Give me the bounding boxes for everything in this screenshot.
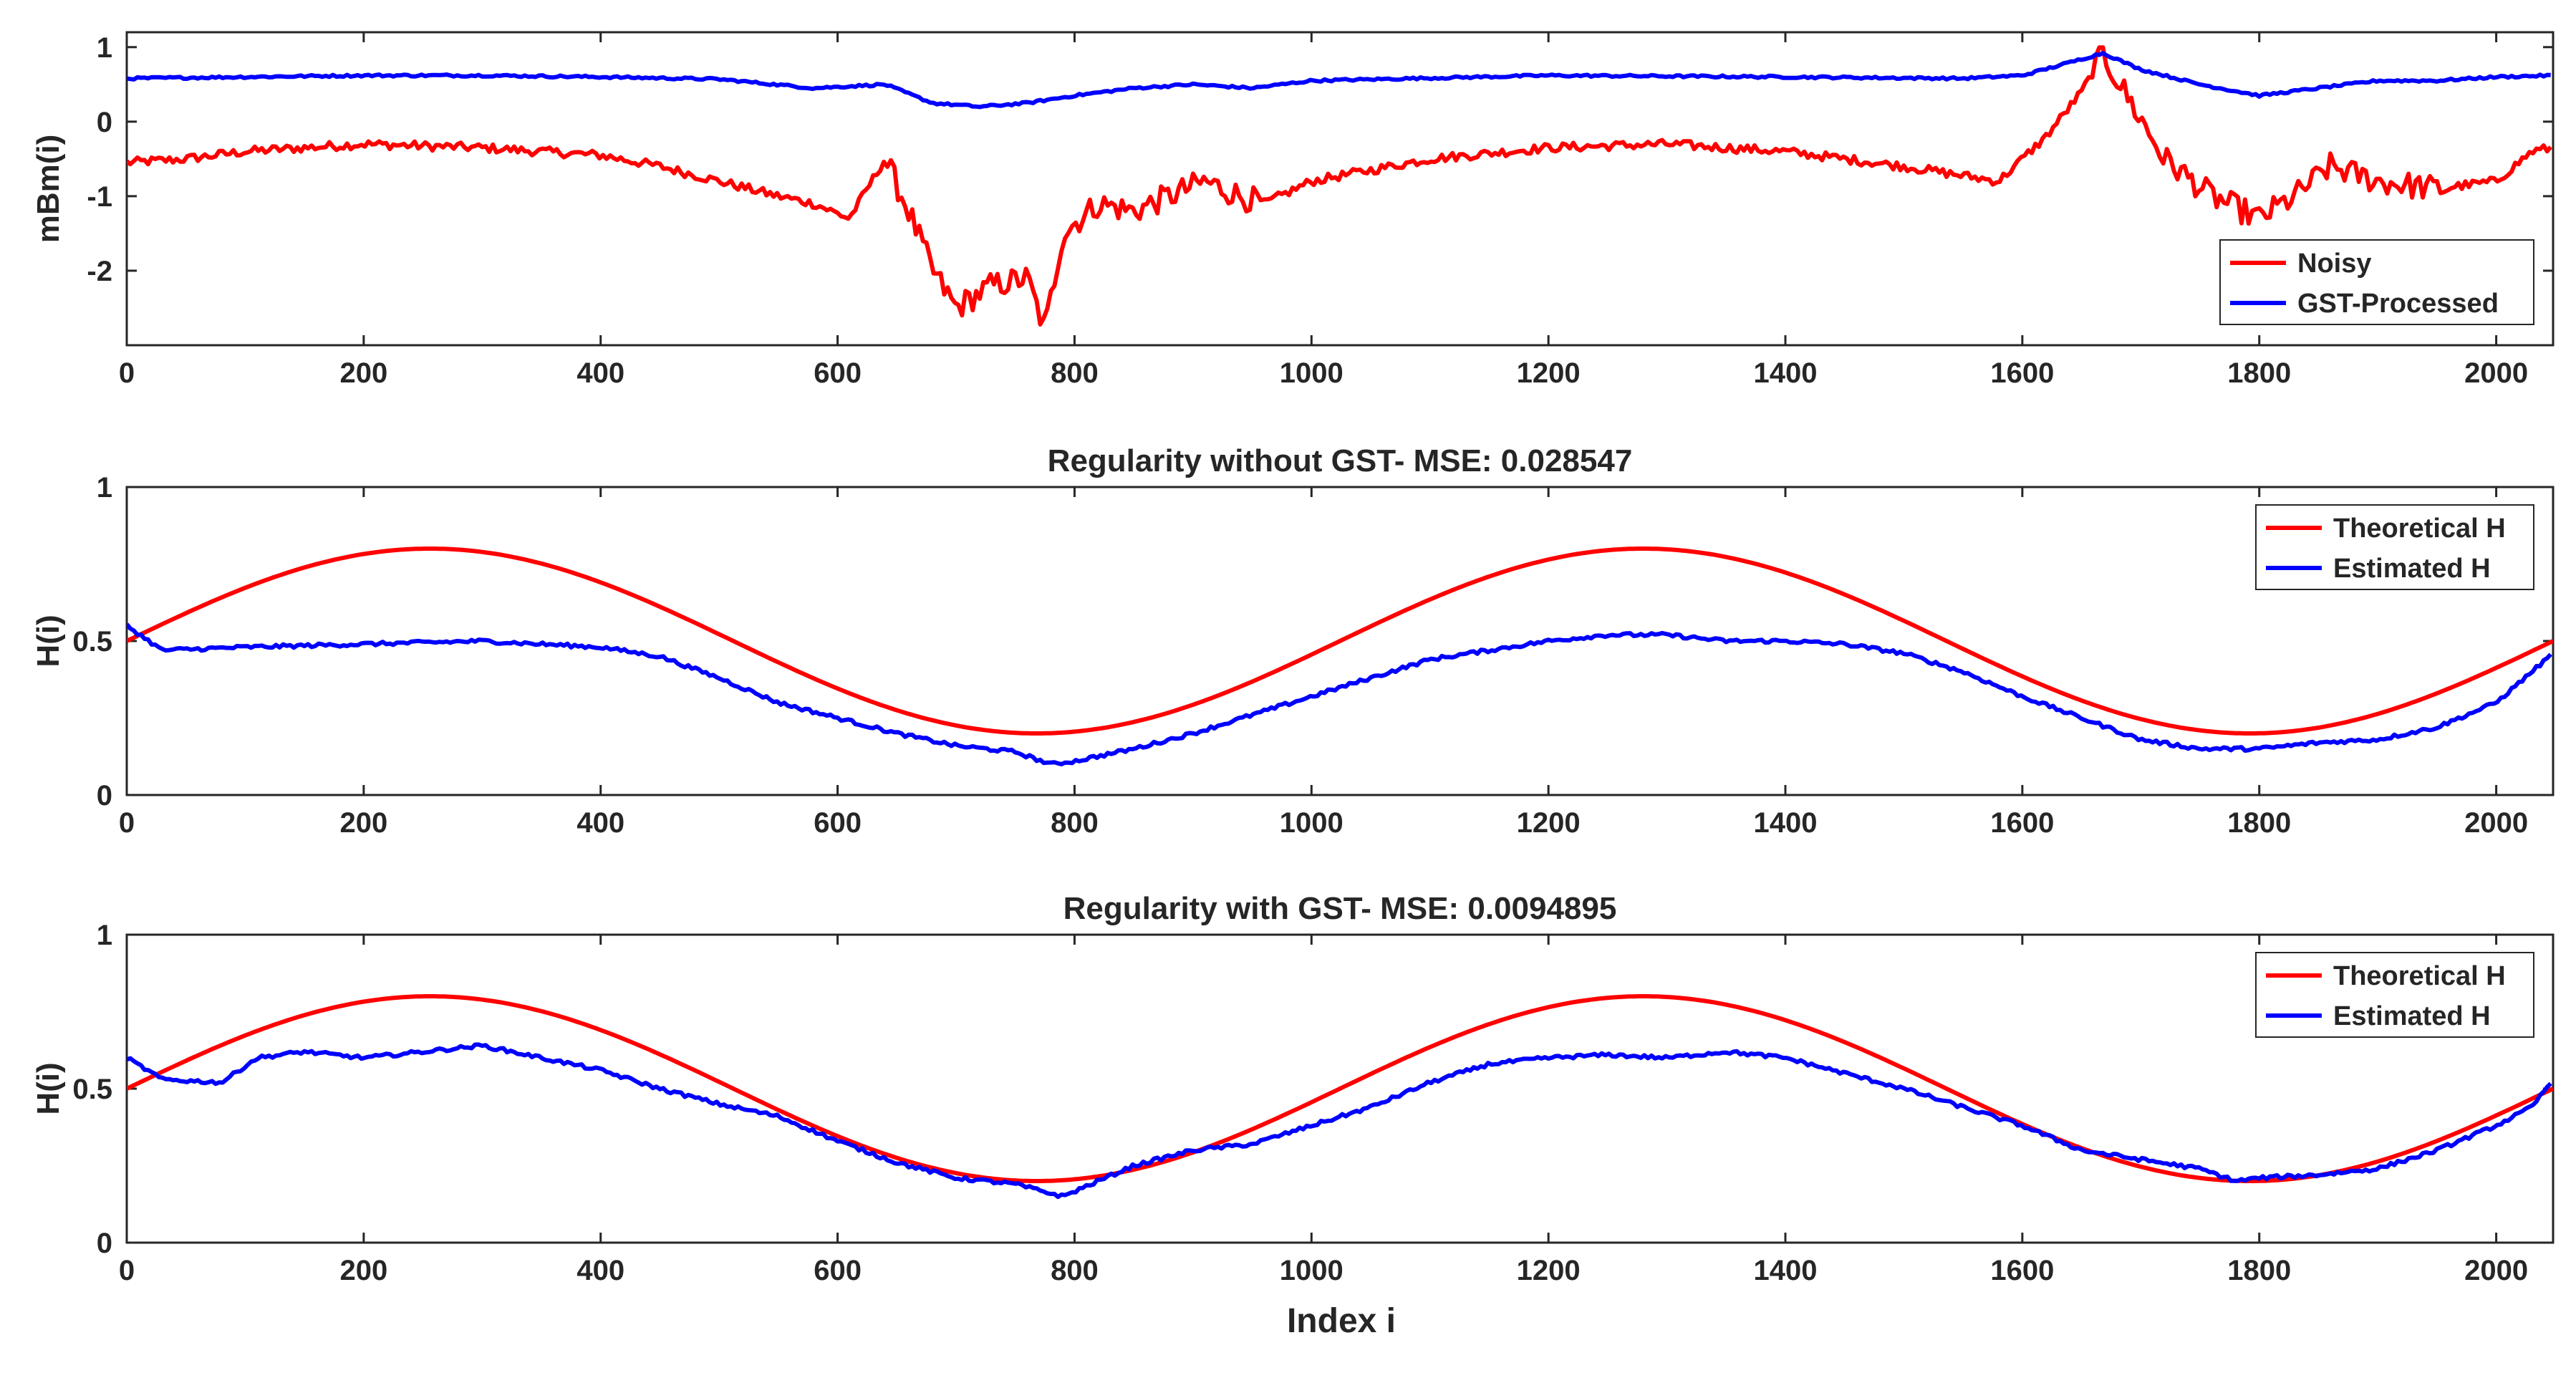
x-tick-label: 1400 <box>1754 357 1818 389</box>
legend-box <box>2255 952 2534 1038</box>
x-tick-label: 1200 <box>1517 807 1581 839</box>
legend-label-estimated-h: Estimated H <box>2333 554 2491 584</box>
x-tick-label: 600 <box>814 1255 862 1286</box>
legend-box <box>2255 504 2534 590</box>
y-axis-label: mBm(i) <box>31 135 66 244</box>
x-tick-label: 1800 <box>2227 807 2291 839</box>
series-line-estimated-h <box>127 1042 2552 1200</box>
panel-title: Regularity without GST- MSE: 0.028547 <box>1048 443 1633 478</box>
x-tick-label: 1200 <box>1517 1255 1581 1286</box>
plot-area <box>127 994 2553 1200</box>
x-tick-label: 800 <box>1051 357 1099 389</box>
figure-x-axis-label: Index i <box>1287 1302 1396 1340</box>
y-tick-label: -1 <box>87 181 112 213</box>
axes-frame <box>125 31 2555 347</box>
x-tick-label: 1400 <box>1754 807 1818 839</box>
x-tick-label: 2000 <box>2464 1255 2528 1286</box>
plot-area <box>127 546 2553 766</box>
y-tick-label: 1 <box>97 920 112 951</box>
legend-label-noisy: Noisy <box>2297 249 2371 279</box>
x-tick-label: 400 <box>577 1255 624 1286</box>
x-tick-label: 1600 <box>1990 807 2054 839</box>
series-line-theoretical-h <box>127 546 2553 736</box>
legend-label-theoretical-h: Theoretical H <box>2333 514 2506 544</box>
series-line-noisy <box>127 45 2553 327</box>
x-tick-label: 0 <box>119 807 135 839</box>
legend: Noisy GST-Processed <box>2219 239 2534 325</box>
x-tick-label: 400 <box>577 357 624 389</box>
x-tick-label: 200 <box>339 1255 387 1286</box>
x-tick-label: 1600 <box>1990 357 2054 389</box>
top-signal-panel: 0 200 400 600 800 1000 1200 1400 1600 1800 2000 -2 -… <box>31 31 2555 389</box>
x-tick-label: 0 <box>119 1255 135 1286</box>
x-tick-label: 1000 <box>1280 807 1344 839</box>
x-tick-label: 1600 <box>1990 1255 2054 1286</box>
legend: Theoretical H Estimated H <box>2255 952 2534 1038</box>
series-line-theoretical-h <box>127 994 2553 1183</box>
x-tick-label: 2000 <box>2464 807 2528 839</box>
regularity-with-gst-panel: 0 200 400 600 800 1000 1200 1400 1600 1800 2000 0 0.… <box>31 891 2555 1286</box>
x-tick-label: 400 <box>577 807 624 839</box>
series-line-gst-processed <box>127 51 2551 110</box>
legend-label-gst-processed: GST-Processed <box>2297 289 2499 319</box>
x-tick-label: 800 <box>1051 1255 1099 1286</box>
y-tick-label: 1 <box>97 32 112 64</box>
x-tick-label: 200 <box>339 807 387 839</box>
x-tick-label: 1400 <box>1754 1255 1818 1286</box>
x-tick-label: 1200 <box>1517 357 1581 389</box>
series-line-estimated-h <box>127 622 2552 766</box>
x-tick-label: 2000 <box>2464 357 2528 389</box>
legend: Theoretical H Estimated H <box>2255 504 2534 590</box>
plot-area <box>127 45 2553 327</box>
legend-label-theoretical-h: Theoretical H <box>2333 961 2506 991</box>
x-tick-label: 1000 <box>1280 1255 1344 1286</box>
legend-label-estimated-h: Estimated H <box>2333 1001 2491 1031</box>
y-tick-label: 1 <box>97 472 112 504</box>
y-axis-label: H(i) <box>31 615 66 667</box>
y-tick-label: 0 <box>97 1228 112 1259</box>
x-tick-label: 1000 <box>1280 357 1344 389</box>
x-tick-label: 0 <box>119 357 135 389</box>
y-axis-label: H(i) <box>31 1062 66 1114</box>
x-tick-label: 800 <box>1051 807 1099 839</box>
x-tick-label: 200 <box>339 357 387 389</box>
y-tick-label: 0.5 <box>72 1074 112 1105</box>
x-tick-label: 600 <box>814 807 862 839</box>
y-tick-label: 0.5 <box>72 626 112 657</box>
regularity-without-gst-panel: 0 200 400 600 800 1000 1200 1400 1600 1800 2000 0 0.… <box>31 443 2555 839</box>
x-tick-label: 600 <box>814 357 862 389</box>
x-tick-label: 1800 <box>2227 357 2291 389</box>
x-tick-label: 1800 <box>2227 1255 2291 1286</box>
y-tick-label: 0 <box>97 107 112 138</box>
legend-box <box>2219 239 2534 325</box>
y-tick-label: -2 <box>87 256 112 287</box>
y-tick-label: 0 <box>97 780 112 811</box>
panel-title: Regularity with GST- MSE: 0.0094895 <box>1063 891 1617 926</box>
